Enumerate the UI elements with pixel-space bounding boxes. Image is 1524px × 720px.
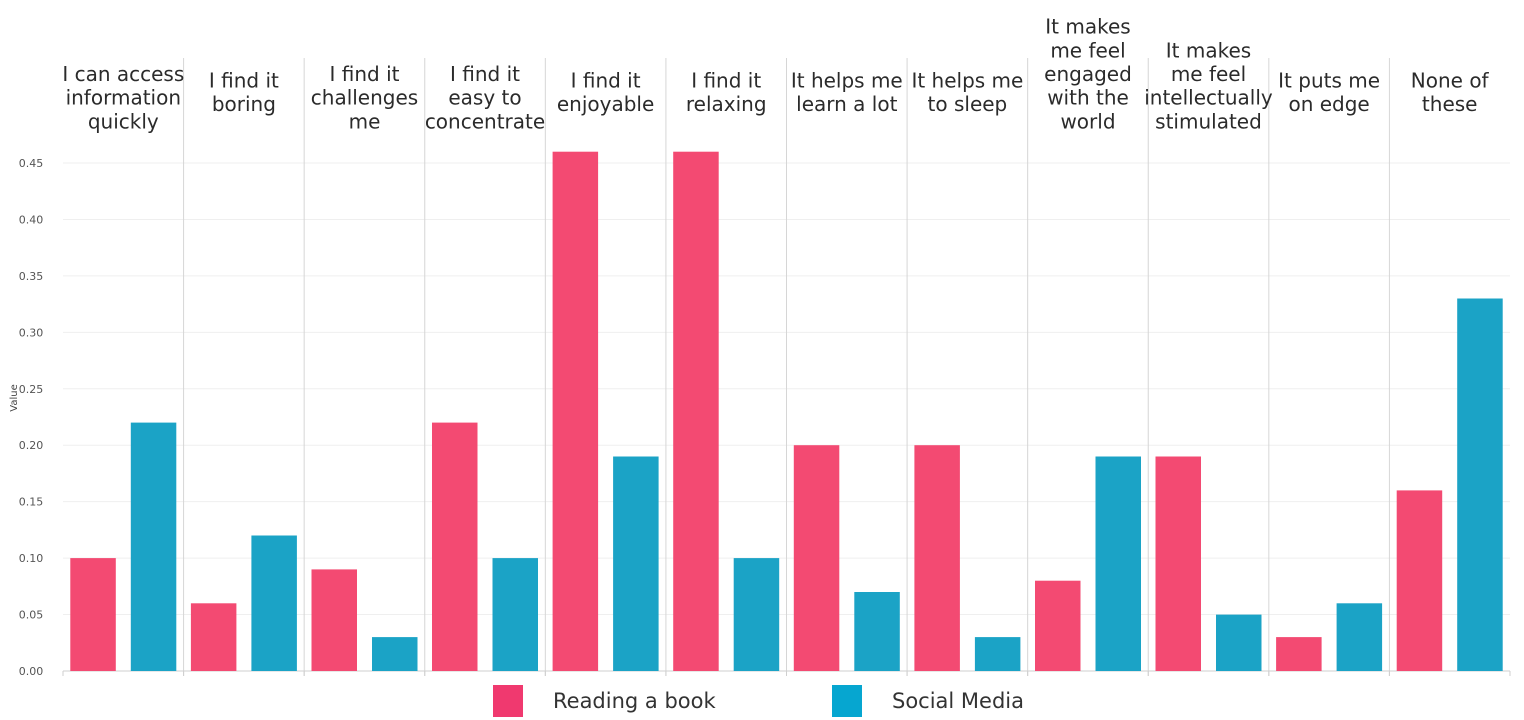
legend: Reading a book Social Media <box>0 684 1524 720</box>
legend-item-social[interactable]: Social Media <box>832 684 1024 718</box>
category-label: It makes me feel intellectually stimulated <box>1144 38 1273 133</box>
bar-social[interactable] <box>1457 298 1503 672</box>
bar-social[interactable] <box>130 422 177 671</box>
y-tick-label: 0.30 <box>19 326 44 339</box>
bar-social[interactable] <box>492 558 539 671</box>
bar-social[interactable] <box>1216 614 1262 671</box>
y-axis-title: Value <box>9 384 20 411</box>
y-tick-label: 0.10 <box>19 552 44 565</box>
legend-swatch-reading <box>493 685 523 717</box>
bar-social[interactable] <box>613 456 659 672</box>
bar-reading[interactable] <box>1035 580 1081 671</box>
y-axis: 0.00 0.05 0.10 0.15 0.20 0.25 0.30 0.35 0.40 0.45 <box>19 157 44 678</box>
legend-label-social: Social Media <box>892 689 1025 713</box>
y-tick-label: 0.35 <box>19 270 44 283</box>
y-tick-label: 0.45 <box>19 157 44 170</box>
legend-item-reading[interactable]: Reading a book <box>493 684 716 718</box>
bar-reading[interactable] <box>432 422 478 671</box>
bar-social[interactable] <box>974 637 1021 671</box>
gridlines <box>62 58 1511 676</box>
bar-reading[interactable] <box>311 569 358 671</box>
bar-social[interactable] <box>1336 603 1383 671</box>
y-tick-label: 0.25 <box>19 383 44 396</box>
category-label: It makes me feel engaged with the world <box>1044 15 1132 134</box>
category-label: It helps me to sleep <box>911 68 1023 116</box>
category-label: I find it easy to concentrate <box>425 62 545 133</box>
category-label: I find it challenges me <box>311 62 418 133</box>
bar-reading[interactable] <box>1396 490 1443 671</box>
category-label: I find it enjoyable <box>557 68 654 116</box>
y-tick-label: 0.20 <box>19 439 44 452</box>
bars <box>70 151 1503 672</box>
bar-reading[interactable] <box>793 445 840 671</box>
bar-reading[interactable] <box>70 558 116 671</box>
bar-reading[interactable] <box>552 151 599 671</box>
y-tick-label: 0.00 <box>19 665 44 678</box>
legend-swatch-social <box>832 685 862 717</box>
category-label: I find it relaxing <box>686 68 767 116</box>
bar-social[interactable] <box>854 592 900 671</box>
bar-social[interactable] <box>1095 456 1142 672</box>
bar-reading[interactable] <box>1155 456 1202 672</box>
bar-reading[interactable] <box>914 445 960 671</box>
bar-reading[interactable] <box>190 603 237 671</box>
category-label: I find it boring <box>209 68 279 116</box>
y-tick-label: 0.15 <box>19 496 44 509</box>
legend-label-reading: Reading a book <box>553 689 716 713</box>
category-label: It puts me on edge <box>1278 68 1380 116</box>
y-tick-label: 0.40 <box>19 213 44 226</box>
category-labels: I can access information quickly I find it b… <box>62 15 1489 134</box>
bar-social[interactable] <box>251 535 297 672</box>
y-tick-label: 0.05 <box>19 609 44 622</box>
bar-reading[interactable] <box>673 151 719 671</box>
bar-social[interactable] <box>733 558 780 671</box>
bar-reading[interactable] <box>1276 637 1322 671</box>
category-label: None of these <box>1411 68 1490 116</box>
bar-social[interactable] <box>372 637 418 671</box>
category-label: It helps me learn a lot <box>791 68 903 116</box>
category-label: I can access information quickly <box>62 62 184 133</box>
